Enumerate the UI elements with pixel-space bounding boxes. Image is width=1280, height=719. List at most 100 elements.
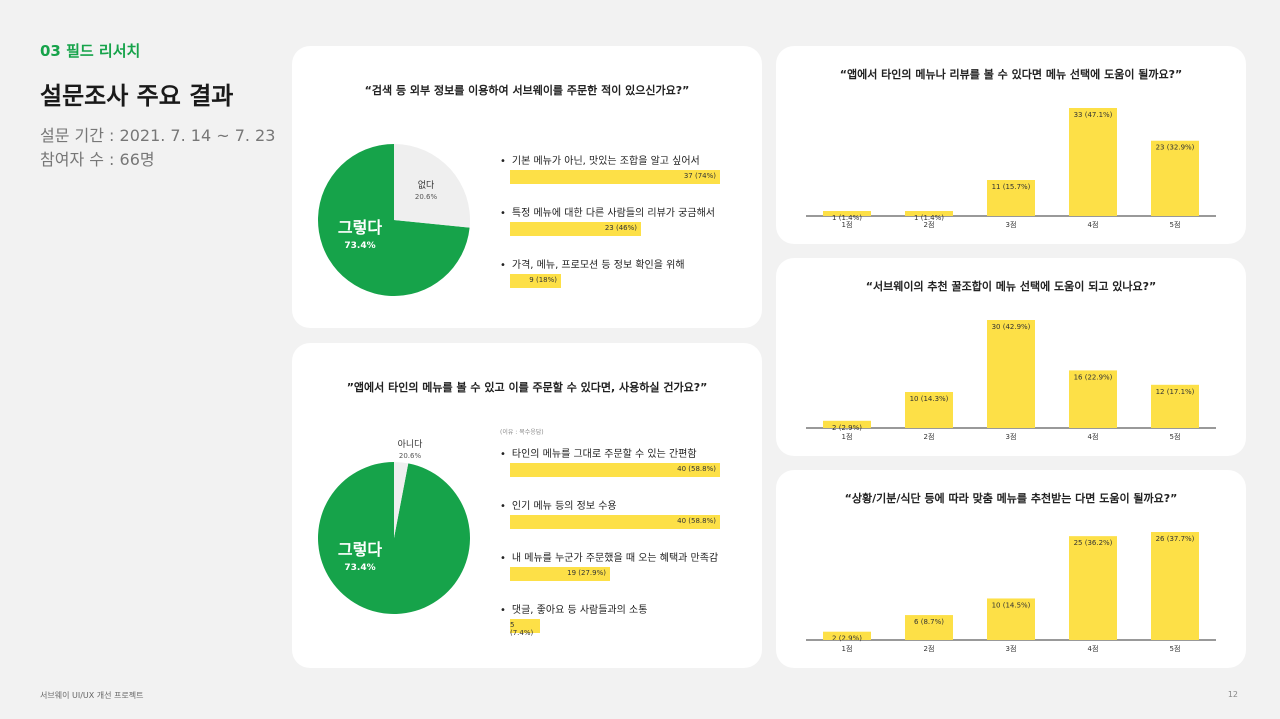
bar-value-label: 12 (17.1%)	[1156, 388, 1195, 396]
pie-label-yes: 그렇다 73.4%	[337, 540, 383, 573]
bar	[1151, 384, 1199, 428]
bar	[905, 211, 953, 216]
x-tick-label: 3점	[1006, 433, 1017, 441]
x-tick-label: 2점	[924, 221, 935, 229]
card-title: “상황/기분/식단 등에 따라 맞춤 메뉴를 추천받는 다면 도움이 될까요?”	[844, 492, 1178, 505]
bar	[823, 420, 871, 428]
x-tick-label: 4점	[1088, 221, 1099, 229]
reason-item: 타인의 메뉴를 그대로 주문할 수 있는 간편함 40 (58.8%)	[500, 445, 720, 477]
reason-bar: 19 (27.9%)	[510, 567, 610, 581]
x-tick-label: 5점	[1170, 433, 1181, 441]
bar	[905, 392, 953, 428]
card-reviews-helpful: “앱에서 타인의 메뉴나 리뷰를 볼 수 있다면 메뉴 선택에 도움이 될까요?…	[776, 46, 1246, 244]
reason-bar-label: 23 (46%)	[604, 224, 637, 232]
reason-text: 가격, 메뉴, 프로모션 등 정보 확인을 위해	[500, 256, 685, 271]
x-tick-label: 4점	[1088, 433, 1099, 441]
x-tick-label: 1점	[842, 645, 853, 653]
bar-value-label: 16 (22.9%)	[1074, 373, 1113, 381]
x-tick-label: 5점	[1170, 221, 1181, 229]
pie-label-no: 아니다 20.6%	[397, 440, 423, 460]
reason-text: 인기 메뉴 등의 정보 수용	[500, 497, 720, 512]
x-tick-label: 1점	[842, 221, 853, 229]
pie-slice	[318, 144, 470, 296]
reason-bar-label: 40 (58.8%)	[677, 465, 716, 473]
reason-bar-label: 19 (27.9%)	[567, 569, 606, 577]
card-title: “앱에서 타인의 메뉴나 리뷰를 볼 수 있다면 메뉴 선택에 도움이 될까요?…	[839, 68, 1183, 81]
bar-value-label: 2 (2.9%)	[832, 635, 862, 643]
participant-count: 참여자 수 : 66명	[40, 150, 155, 169]
bar-value-label: 11 (15.7%)	[992, 183, 1031, 191]
x-tick-label: 5점	[1170, 645, 1181, 653]
bar	[823, 211, 871, 216]
bar-value-label: 23 (32.9%)	[1156, 144, 1195, 152]
card-external-search: “검색 등 외부 정보를 이용하여 서브웨이를 주문한 적이 있으신가요?” 그…	[292, 46, 762, 328]
reason-bar: 40 (58.8%)	[510, 463, 720, 477]
reason-bar: 23 (46%)	[510, 222, 641, 236]
bar	[987, 180, 1035, 216]
reason-bar: 37 (74%)	[510, 170, 720, 184]
bar	[1069, 108, 1117, 216]
reason-text: 기본 메뉴가 아닌, 맛있는 조합을 알고 싶어서	[500, 152, 720, 167]
reason-bar: 9 (18%)	[510, 274, 561, 288]
reason-item: 특정 메뉴에 대한 다른 사람들의 리뷰가 궁금해서 23 (46%)	[500, 204, 715, 236]
bar	[1151, 140, 1199, 216]
reason-bar: 5 (7.4%)	[510, 619, 540, 637]
bar	[823, 631, 871, 640]
x-tick-label: 1점	[842, 433, 853, 441]
section-label: 03 필드 리서치	[40, 42, 141, 60]
bar-value-label: 33 (47.1%)	[1074, 111, 1113, 119]
card-title: “검색 등 외부 정보를 이용하여 서브웨이를 주문한 적이 있으신가요?”	[364, 84, 690, 97]
bar-value-label: 10 (14.3%)	[910, 395, 949, 403]
reason-text: 댓글, 좋아요 등 사람들과의 소통	[500, 601, 648, 616]
x-tick-label: 2점	[924, 645, 935, 653]
bar-value-label: 10 (14.5%)	[992, 601, 1031, 609]
pie-chart	[318, 462, 470, 614]
footer-page-number: 12	[1227, 690, 1238, 699]
page-title: 설문조사 주요 결과	[40, 82, 234, 110]
x-tick-label: 3점	[1006, 645, 1017, 653]
bar-value-label: 1 (1.4%)	[832, 214, 862, 222]
bar-value-label: 1 (1.4%)	[914, 214, 944, 222]
bar	[1069, 370, 1117, 428]
reason-item: 내 메뉴를 누군가 주문했을 때 오는 혜택과 만족감 19 (27.9%)	[500, 549, 718, 581]
x-tick-label: 3점	[1006, 221, 1017, 229]
pie-slice	[394, 462, 409, 538]
reasons-note: (이유 : 복수응답)	[500, 429, 544, 436]
reason-item: 가격, 메뉴, 프로모션 등 정보 확인을 위해 9 (18%)	[500, 256, 685, 288]
reason-text: 특정 메뉴에 대한 다른 사람들의 리뷰가 궁금해서	[500, 204, 715, 219]
bar	[987, 598, 1035, 640]
card-recommended-combos: “서브웨이의 추천 꿀조합이 메뉴 선택에 도움이 되고 있나요?” 2 (2.…	[776, 258, 1246, 456]
bar-value-label: 2 (2.9%)	[832, 424, 862, 432]
card-title: ”앱에서 타인의 메뉴를 볼 수 있고 이를 주문할 수 있다면, 사용하실 건…	[346, 381, 708, 394]
bar	[987, 320, 1035, 428]
pie-label-yes: 그렇다 73.4%	[337, 218, 383, 251]
reason-bar-label: 37 (74%)	[683, 172, 716, 180]
bar-value-label: 6 (8.7%)	[914, 618, 944, 626]
bar	[1069, 536, 1117, 640]
card-use-others-menu: ”앱에서 타인의 메뉴를 볼 수 있고 이를 주문할 수 있다면, 사용하실 건…	[292, 343, 762, 668]
reason-item: 인기 메뉴 등의 정보 수용 40 (58.8%)	[500, 497, 720, 529]
survey-period: 설문 기간 : 2021. 7. 14 ~ 7. 23	[40, 126, 276, 145]
reason-bar-label: 9 (18%)	[529, 276, 557, 284]
pie-slice	[394, 144, 470, 228]
card-personalized-menu: “상황/기분/식단 등에 따라 맞춤 메뉴를 추천받는 다면 도움이 될까요?”…	[776, 470, 1246, 668]
footer-project: 서브웨이 UI/UX 개선 프로젝트	[40, 691, 144, 700]
pie-chart	[318, 144, 470, 296]
reason-text: 타인의 메뉴를 그대로 주문할 수 있는 간편함	[500, 445, 720, 460]
bar-chart: 2 (2.9%)1점 10 (14.3%) 2점 30 (42.9%) 3점 16 (22…	[806, 320, 1216, 441]
bar	[905, 615, 953, 640]
x-tick-label: 4점	[1088, 645, 1099, 653]
reason-bar-label: 40 (58.8%)	[677, 517, 716, 525]
x-tick-label: 2점	[924, 433, 935, 441]
bar-value-label: 30 (42.9%)	[992, 323, 1031, 331]
bar-value-label: 25 (36.2%)	[1074, 539, 1113, 547]
card-title: “서브웨이의 추천 꿀조합이 메뉴 선택에 도움이 되고 있나요?”	[865, 280, 1157, 293]
reason-item: 댓글, 좋아요 등 사람들과의 소통 5 (7.4%)	[500, 601, 648, 637]
reason-item: 기본 메뉴가 아닌, 맛있는 조합을 알고 싶어서 37 (74%)	[500, 152, 720, 184]
reason-text: 내 메뉴를 누군가 주문했을 때 오는 혜택과 만족감	[500, 549, 718, 564]
bar	[1151, 532, 1199, 640]
reason-bar: 40 (58.8%)	[510, 515, 720, 529]
reason-bar-label: 5 (7.4%)	[510, 621, 534, 637]
bar-value-label: 26 (37.7%)	[1156, 535, 1195, 543]
